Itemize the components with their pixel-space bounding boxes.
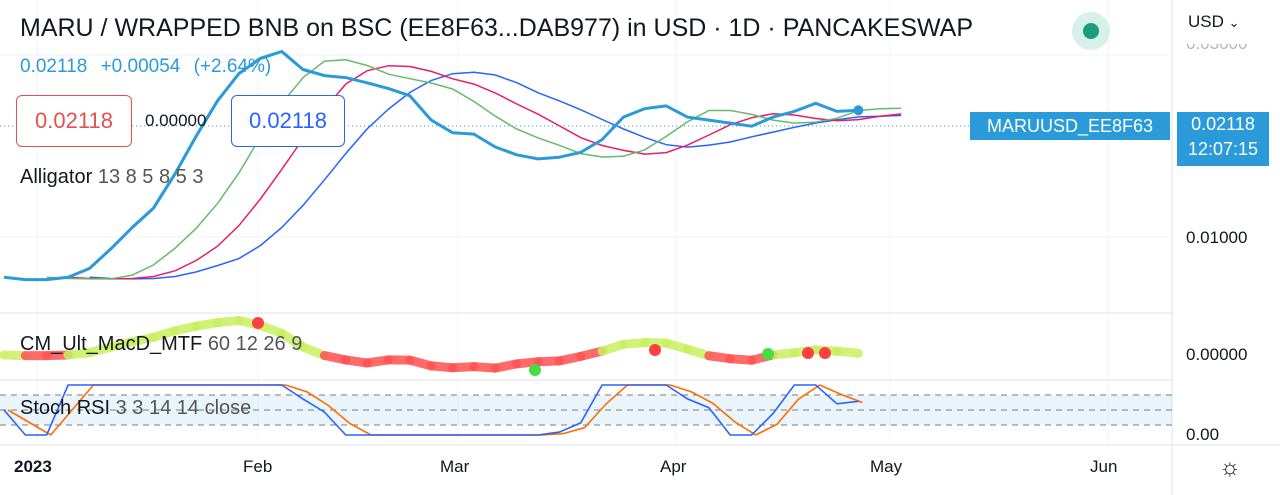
macd-cross-dot xyxy=(252,317,264,329)
price-change-pct: (+2.64%) xyxy=(193,56,272,77)
macd-name: CM_Ult_MacD_MTF xyxy=(20,333,203,355)
stoch-params: 3 3 14 14 close xyxy=(115,397,252,419)
macd-legend[interactable]: CM_Ult_MacD_MTF 60 12 26 9 xyxy=(20,333,302,356)
stoch-legend[interactable]: Stoch RSI 3 3 14 14 close xyxy=(20,397,251,420)
alligator-teeth-line xyxy=(68,64,902,280)
stoch-k-line xyxy=(3,384,859,436)
price-series xyxy=(3,49,864,282)
price-line xyxy=(3,50,859,282)
alligator-params: 13 8 5 8 5 3 xyxy=(97,166,204,188)
last-price-dot xyxy=(853,105,864,116)
macd-cross-dot xyxy=(762,348,774,360)
macd-segment xyxy=(832,346,863,358)
price-axis-label: 0.01000 xyxy=(1186,228,1248,247)
stoch-rsi-pane xyxy=(0,384,1172,437)
macd-params: 60 12 26 9 xyxy=(207,333,303,355)
time-label-apr: Apr xyxy=(660,457,687,476)
time-label-may: May xyxy=(870,457,903,476)
macd-cross-dot xyxy=(819,347,831,359)
macd-cross-dot xyxy=(529,364,541,376)
chevron-down-icon: ⌄ xyxy=(1228,15,1240,30)
alligator-legend[interactable]: Alligator 13 8 5 8 5 3 xyxy=(20,166,203,189)
price-change: +0.00054 xyxy=(100,56,181,77)
alligator-lips-line xyxy=(46,59,902,280)
stoch-name: Stoch RSI xyxy=(20,397,111,419)
macd-axis-label: 0.00000 xyxy=(1186,345,1248,364)
countdown: 12:07:15 xyxy=(1187,139,1259,159)
alligator-lines xyxy=(46,59,902,280)
buy-price-box[interactable]: 0.02118 xyxy=(231,95,345,147)
stoch-axis-label: 0.00 xyxy=(1186,425,1220,444)
alligator-jaw-line xyxy=(89,71,902,280)
settings-gear-icon[interactable]: ☼ xyxy=(1219,454,1241,481)
price-axis-label-top: 0.03000 xyxy=(1186,34,1248,53)
alligator-name: Alligator xyxy=(20,166,93,188)
currency-label: USD xyxy=(1188,12,1224,31)
price-tag: 0.02118 12:07:15 xyxy=(1177,112,1269,166)
spread-value: 0.00000 xyxy=(145,111,207,130)
chart-title: MARU / WRAPPED BNB on BSC (EE8F63...DAB9… xyxy=(20,14,974,42)
currency-selector[interactable]: USD ⌄ xyxy=(1188,12,1240,32)
time-label-jun: Jun xyxy=(1090,457,1118,476)
live-status-icon xyxy=(1072,12,1110,50)
macd-cross-dot xyxy=(802,347,814,359)
price-quote: 0.02118 +0.00054 (+2.64%) xyxy=(20,56,279,78)
price-tag-value: 0.02118 xyxy=(1191,114,1255,134)
time-label-2023: 2023 xyxy=(14,457,52,476)
sell-price-box[interactable]: 0.02118 xyxy=(16,95,132,147)
macd-pane xyxy=(0,316,863,376)
macd-cross-dot xyxy=(649,344,661,356)
last-price: 0.02118 xyxy=(20,56,88,77)
symbol-tag: MARUUSD_EE8F63 xyxy=(970,112,1170,140)
time-label-feb: Feb xyxy=(243,457,273,476)
time-label-mar: Mar xyxy=(440,457,470,476)
